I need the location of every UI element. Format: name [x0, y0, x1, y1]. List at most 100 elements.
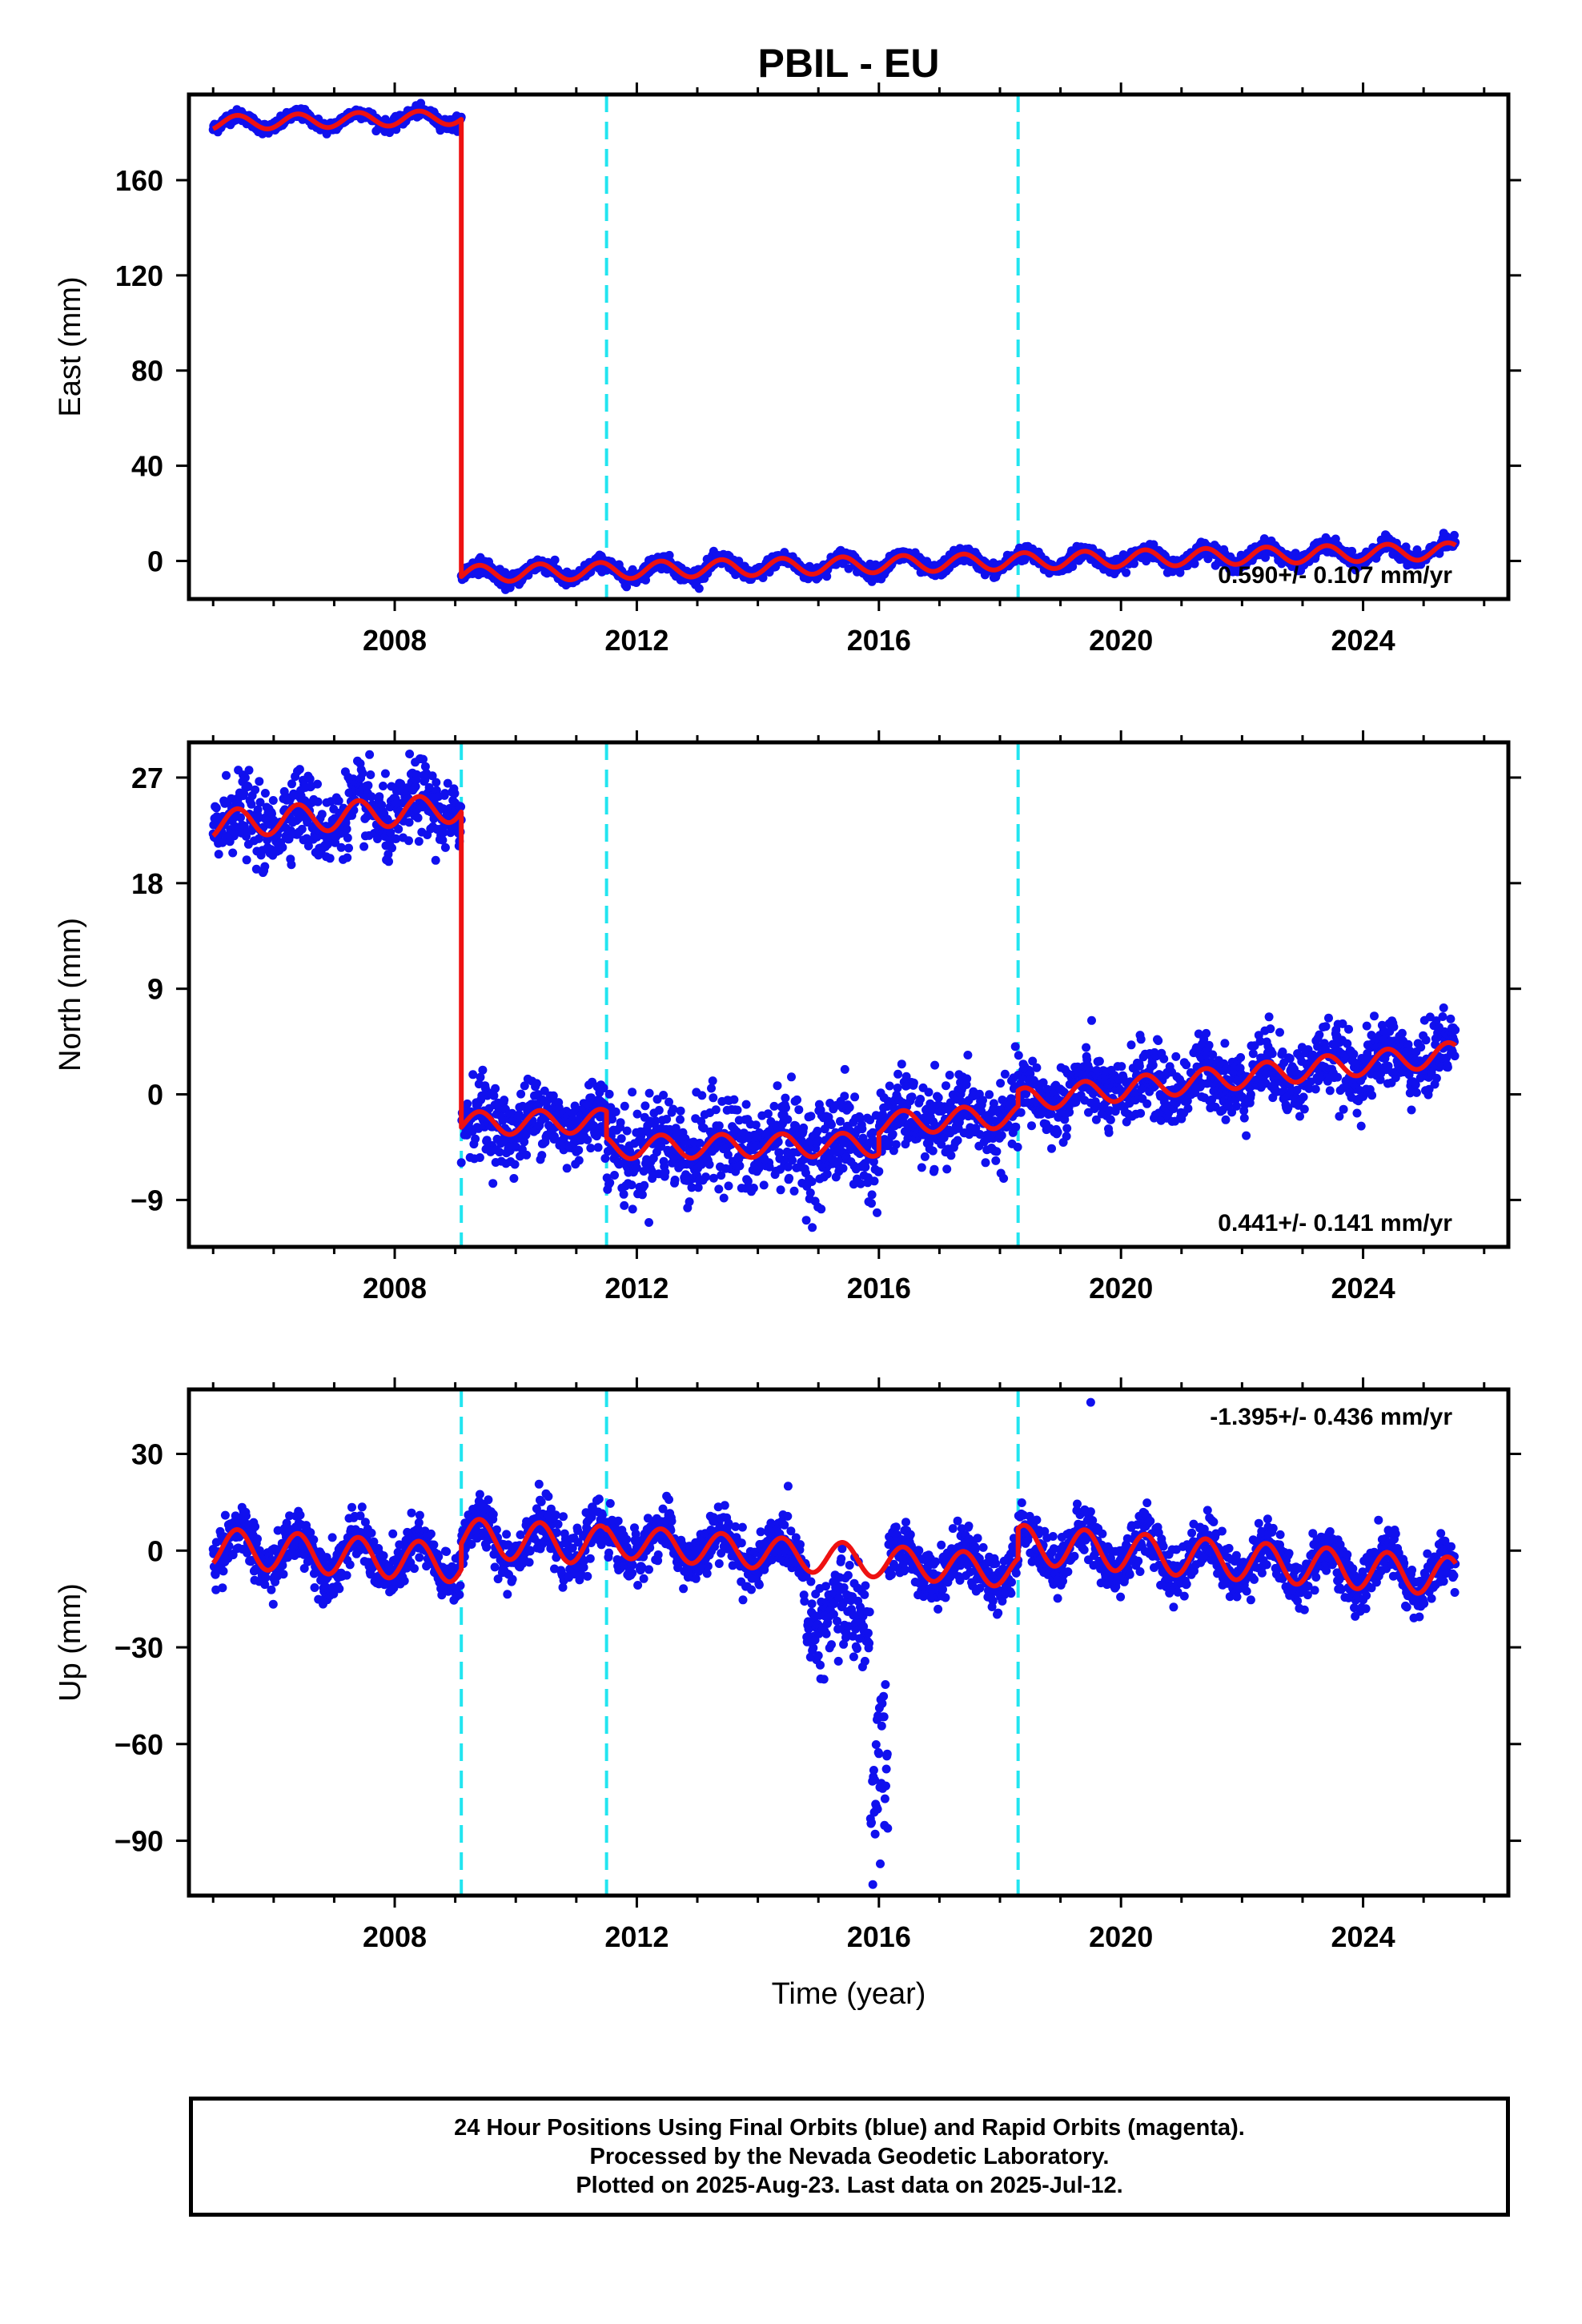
data-point — [858, 1133, 868, 1143]
data-point — [917, 1163, 926, 1172]
data-point — [670, 1176, 680, 1184]
data-point — [1094, 1056, 1104, 1066]
data-point — [500, 1096, 509, 1105]
data-point — [1236, 1053, 1246, 1062]
data-point — [550, 555, 560, 565]
data-point — [709, 1093, 718, 1103]
data-point — [867, 1199, 876, 1208]
data-point — [1248, 1049, 1258, 1059]
data-layer — [208, 94, 1460, 599]
data-point — [776, 1185, 785, 1195]
data-point — [920, 1152, 930, 1161]
data-point — [962, 1074, 972, 1084]
data-point — [628, 1204, 637, 1214]
data-point — [1082, 1043, 1091, 1052]
data-point — [240, 773, 250, 782]
data-point — [822, 1169, 832, 1179]
data-point — [873, 1208, 881, 1217]
data-point — [1027, 1121, 1036, 1131]
data-point — [622, 1126, 632, 1136]
data-point — [946, 1151, 956, 1160]
data-point — [1013, 1142, 1022, 1152]
data-point — [705, 1160, 714, 1169]
x-tick-label: 2012 — [604, 624, 669, 657]
data-point — [788, 1156, 797, 1165]
data-point — [251, 785, 260, 794]
data-point — [644, 1088, 654, 1098]
data-point — [574, 1156, 584, 1165]
x-tick-label: 2024 — [1331, 624, 1395, 657]
data-point — [729, 1095, 739, 1104]
data-point — [516, 1089, 526, 1099]
data-point — [997, 1131, 1006, 1140]
data-point — [789, 1186, 799, 1196]
data-point — [697, 1091, 707, 1100]
data-point — [1221, 1115, 1231, 1124]
data-point — [1159, 1054, 1169, 1063]
x-tick-label: 2016 — [847, 624, 911, 657]
data-point — [701, 1172, 710, 1182]
data-point — [244, 766, 254, 775]
data-point — [379, 782, 387, 790]
data-point — [749, 1184, 758, 1192]
data-point — [888, 1129, 897, 1139]
data-point — [1053, 1128, 1062, 1137]
data-point — [1014, 1051, 1023, 1060]
data-point — [861, 1162, 870, 1172]
data-point — [1220, 1039, 1230, 1048]
data-point — [359, 842, 369, 851]
data-point — [405, 750, 415, 758]
data-point — [366, 770, 375, 779]
data-point — [1239, 1113, 1249, 1123]
x-tick-label: 2020 — [1089, 624, 1153, 657]
data-point — [255, 777, 264, 786]
data-point — [805, 1188, 815, 1197]
data-point — [268, 796, 278, 805]
data-point — [313, 779, 322, 789]
data-point — [930, 1060, 940, 1070]
data-point — [874, 1167, 884, 1176]
data-point — [471, 1134, 480, 1144]
data-point — [211, 803, 221, 813]
data-point — [627, 1180, 636, 1190]
data-point — [1011, 1122, 1021, 1132]
data-point — [676, 1106, 685, 1116]
data-point — [1204, 1040, 1214, 1050]
data-point — [916, 1095, 926, 1104]
data-point — [733, 1105, 742, 1115]
data-point — [945, 1071, 954, 1080]
data-point — [930, 1164, 939, 1174]
data-point — [1126, 1040, 1136, 1050]
data-point — [242, 855, 251, 865]
data-point — [431, 855, 440, 865]
data-point — [222, 770, 231, 780]
data-point — [781, 1093, 790, 1103]
data-point — [358, 768, 367, 778]
data-point — [996, 1079, 1006, 1088]
data-point — [414, 837, 424, 846]
data-point — [981, 1158, 990, 1168]
data-point — [510, 1160, 520, 1169]
data-point — [685, 1197, 694, 1207]
data-point — [942, 1081, 950, 1091]
data-point — [605, 1178, 615, 1188]
data-point — [620, 1200, 629, 1210]
data-point — [610, 1171, 619, 1180]
data-point — [620, 1101, 629, 1111]
data-point — [907, 1092, 917, 1102]
data-point — [1182, 1060, 1191, 1070]
data-point — [334, 796, 343, 806]
data-point — [1148, 1060, 1158, 1070]
data-point — [440, 842, 450, 852]
data-point — [1246, 1090, 1255, 1100]
data-point — [380, 769, 390, 778]
data-point — [278, 842, 287, 852]
x-tick-label: 2008 — [363, 624, 427, 657]
data-point — [827, 1120, 836, 1129]
data-point — [616, 1118, 625, 1128]
data-point — [522, 1150, 532, 1160]
data-point — [375, 792, 384, 802]
data-point — [893, 1084, 902, 1092]
data-point — [313, 797, 323, 806]
data-point — [1136, 1035, 1146, 1044]
